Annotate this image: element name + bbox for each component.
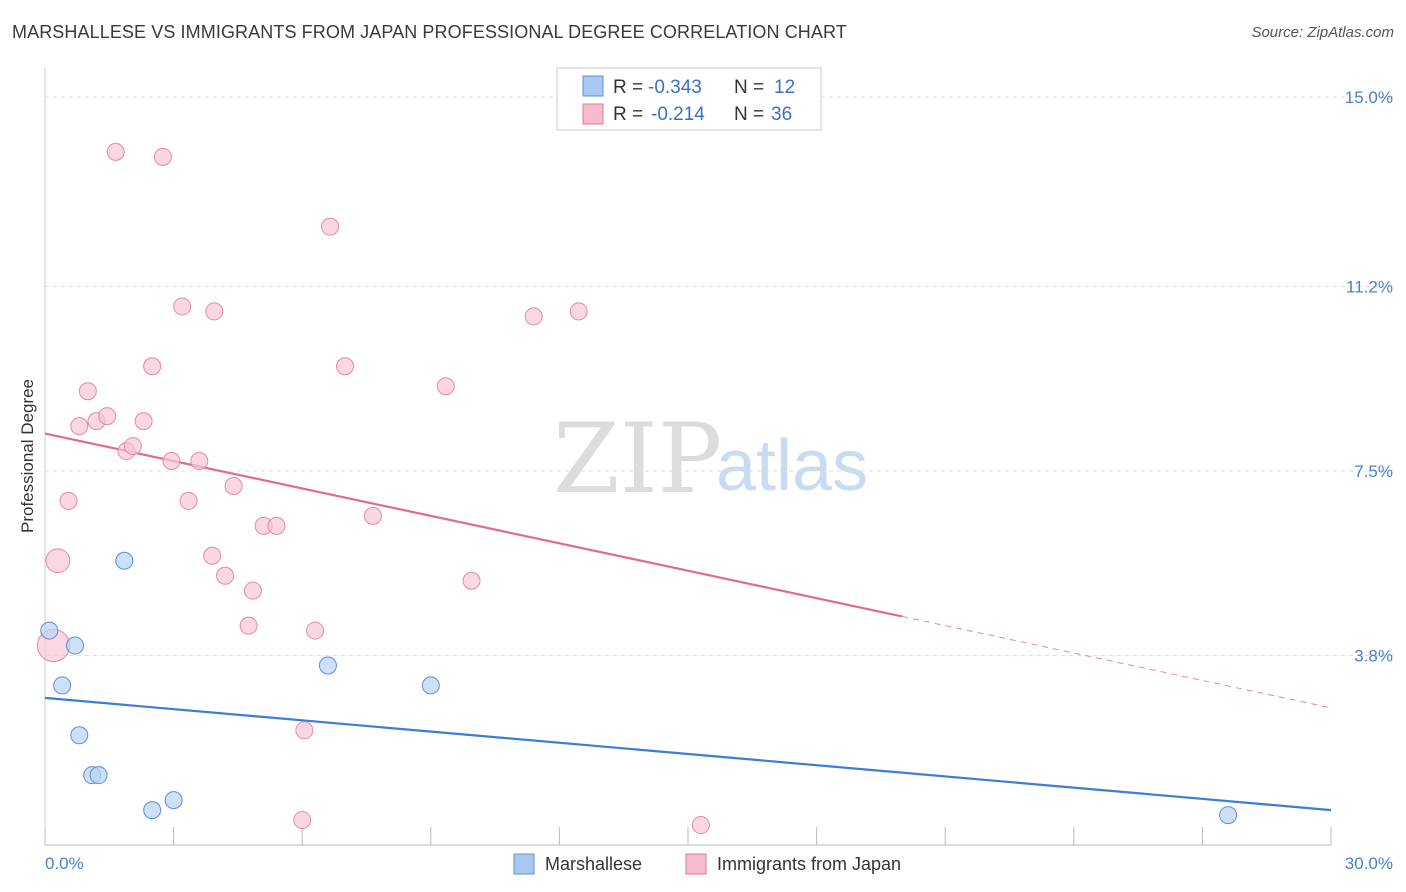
japan-point [295, 721, 314, 740]
japan-point [363, 506, 382, 525]
watermark-zip: ZIP [553, 403, 722, 515]
chart-title: MARSHALLESE VS IMMIGRANTS FROM JAPAN PRO… [12, 22, 847, 42]
marshallese-point [318, 656, 337, 675]
axes [44, 68, 1332, 846]
trend-line-extension-japan [902, 615, 1332, 709]
japan-point [45, 548, 71, 574]
marshallese-point [115, 551, 134, 570]
correlation-legend: R = -0.343 N = 12 R = -0.214 N = 36 [556, 67, 822, 131]
grid-lines [45, 96, 1393, 657]
marshallese-point [164, 791, 183, 810]
japan-point [134, 412, 153, 431]
trend-line-japan [44, 432, 903, 618]
japan-point [691, 816, 710, 835]
marshallese-point [40, 621, 59, 640]
japan-point [70, 417, 89, 436]
data-points [36, 142, 1238, 835]
watermark-atlas: atlas [716, 426, 868, 506]
japan-point [524, 307, 543, 326]
legend-n-value-1: 12 [774, 77, 795, 98]
chart-source: Source: ZipAtlas.com [1251, 24, 1394, 41]
legend-n-value-2: 36 [771, 104, 792, 125]
japan-point [190, 452, 209, 471]
marshallese-point [53, 676, 72, 695]
japan-point [293, 811, 312, 830]
japan-point [162, 452, 181, 471]
x-tick-label: 0.0% [45, 854, 84, 873]
trend-line-marshallese [44, 696, 1332, 812]
legend-r-label-2: R = [613, 104, 643, 125]
y-tick-label: 15.0% [1345, 88, 1393, 107]
japan-point [569, 302, 588, 321]
japan-point [98, 407, 117, 426]
japan-point [179, 491, 198, 510]
japan-point [59, 491, 78, 510]
japan-point [106, 142, 125, 161]
japan-point [216, 566, 235, 585]
series-legend: Marshallese Immigrants from Japan [513, 853, 901, 875]
japan-point [243, 581, 262, 600]
japan-point [78, 382, 97, 401]
marshallese-point [143, 801, 162, 820]
y-tick-label: 3.8% [1354, 647, 1393, 666]
japan-point [153, 147, 172, 166]
japan-point [267, 516, 286, 535]
marshallese-point [66, 636, 85, 655]
watermark: ZIP atlas [553, 403, 868, 515]
japan-point [173, 297, 192, 316]
x-tick-label: 30.0% [1345, 854, 1393, 873]
japan-point [205, 302, 224, 321]
marshallese-point [421, 676, 440, 695]
series-legend-swatch-marshallese [513, 853, 535, 875]
trend-lines [44, 432, 1332, 812]
series-legend-label-marshallese: Marshallese [545, 854, 642, 874]
series-legend-swatch-japan [685, 853, 707, 875]
japan-point [143, 357, 162, 376]
y-tick-label: 11.2% [1346, 277, 1393, 296]
marshallese-point [70, 726, 89, 745]
legend-swatch-pink [582, 103, 604, 125]
y-tick-labels: 3.8% 7.5% 11.2% 15.0% [1345, 88, 1393, 666]
japan-point [239, 616, 258, 635]
marshallese-point [89, 766, 108, 785]
y-axis-label: Professional Degree [18, 379, 37, 533]
legend-swatch-blue [582, 75, 604, 97]
japan-point [306, 621, 325, 640]
japan-point [336, 357, 355, 376]
series-legend-label-japan: Immigrants from Japan [717, 854, 901, 874]
japan-point [123, 437, 142, 456]
japan-point [203, 546, 222, 565]
x-tick-labels: 0.0% 30.0% [45, 854, 1393, 873]
japan-point [321, 217, 340, 236]
legend-r-label-1: R = [613, 77, 643, 98]
marshallese-point [1219, 806, 1238, 825]
legend-n-label-1: N = [734, 77, 764, 98]
y-tick-label: 7.5% [1354, 462, 1393, 481]
legend-r-value-1: -0.343 [648, 77, 702, 98]
legend-n-label-2: N = [734, 104, 764, 125]
japan-point [436, 377, 455, 396]
japan-point [224, 476, 243, 495]
japan-point [462, 571, 481, 590]
legend-r-value-2: -0.214 [651, 104, 705, 125]
